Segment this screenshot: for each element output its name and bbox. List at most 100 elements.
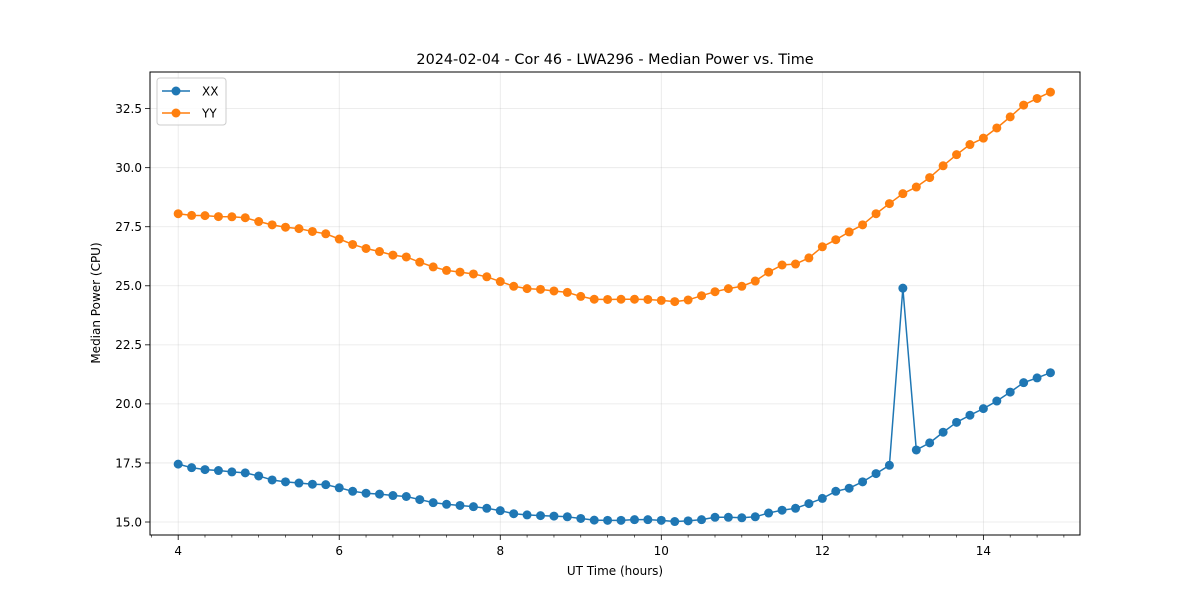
plot-area-frame [149,71,1081,536]
data-point-xx [884,460,894,470]
data-point-xx [562,512,572,522]
data-point-xx [603,515,613,525]
y-tick-label: 20.0 [115,397,142,411]
data-point-yy [495,277,505,287]
legend-swatch-marker [171,108,181,118]
data-point-xx [415,495,425,505]
data-point-xx [254,471,264,481]
data-point-xx [1005,387,1015,397]
data-point-xx [187,463,197,473]
data-point-xx [401,492,411,501]
data-point-xx [589,515,599,525]
data-point-yy [536,284,546,294]
data-point-yy [307,226,317,236]
data-point-xx [737,513,747,523]
data-point-yy [911,182,921,192]
series-yy [173,87,1055,307]
data-point-xx [831,486,841,496]
data-point-yy [374,247,384,257]
data-point-xx [992,396,1002,406]
data-point-xx [374,489,384,499]
data-point-yy [710,287,720,297]
data-point-yy [455,267,465,277]
legend-label: XX [202,84,218,98]
data-point-xx [911,445,921,455]
data-point-yy [817,242,827,252]
data-point-yy [656,295,666,305]
series-xx [173,283,1055,527]
y-axis-title: Median Power (CPU) [89,242,103,363]
data-point-yy [281,222,291,232]
data-point-yy [442,265,452,275]
data-point-yy [562,287,572,297]
y-tick-label: 15.0 [115,515,142,529]
data-point-xx [227,467,237,477]
data-point-xx [777,505,787,515]
y-tick-label: 30.0 [115,161,142,175]
data-point-yy [992,123,1002,133]
data-point-xx [965,410,975,420]
data-point-yy [213,212,223,222]
data-point-xx [522,510,532,520]
data-point-xx [656,515,666,525]
data-point-yy [415,257,425,267]
data-point-yy [629,294,639,304]
data-point-xx [1045,368,1055,378]
data-point-yy [603,294,613,304]
data-point-yy [616,294,626,304]
data-point-xx [321,480,331,490]
data-point-yy [173,209,183,219]
data-point-yy [294,224,304,234]
data-point-xx [764,508,774,518]
data-point-yy [200,211,210,221]
data-point-xx [858,477,868,487]
data-point-yy [227,212,237,222]
x-axis: 4 6 8 10 12 14 [151,535,1065,558]
data-point-yy [925,173,935,183]
data-point-xx [428,498,438,508]
y-tick-label: 27.5 [115,220,142,234]
x-tick-label: 12 [815,544,830,558]
data-point-xx [348,486,358,496]
legend-label: YY [201,106,217,120]
data-point-xx [468,502,478,512]
legend-swatch-marker [171,86,181,96]
data-point-xx [361,488,371,498]
data-point-yy [240,213,250,223]
x-tick-label: 14 [976,544,991,558]
data-point-yy [254,217,264,227]
data-point-xx [925,438,935,448]
data-point-xx [442,499,452,509]
data-point-yy [804,253,814,263]
data-point-yy [683,295,693,305]
plot-series [173,87,1055,527]
legend-item-yy: YY [162,106,217,120]
data-point-xx [938,427,948,437]
data-point-xx [817,493,827,503]
grid [150,72,1080,535]
data-point-xx [723,512,733,522]
legend: XX YY [156,77,227,126]
data-point-yy [871,209,881,219]
y-tick-label: 32.5 [115,102,142,116]
data-point-xx [791,503,801,513]
data-point-xx [495,506,505,516]
data-point-yy [965,140,975,150]
data-point-yy [831,235,841,245]
data-point-xx [294,478,304,488]
data-point-xx [710,512,720,522]
x-tick-label: 6 [335,544,343,558]
data-point-xx [871,469,881,479]
data-point-yy [697,291,707,301]
legend-item-xx: XX [162,84,218,98]
data-point-xx [173,459,183,469]
y-tick-label: 25.0 [115,279,142,293]
data-point-xx [388,491,398,501]
data-point-xx [683,516,693,526]
data-point-xx [334,483,344,493]
data-point-xx [804,499,814,509]
data-point-yy [321,229,331,239]
data-point-xx [455,500,465,510]
data-point-xx [536,511,546,521]
